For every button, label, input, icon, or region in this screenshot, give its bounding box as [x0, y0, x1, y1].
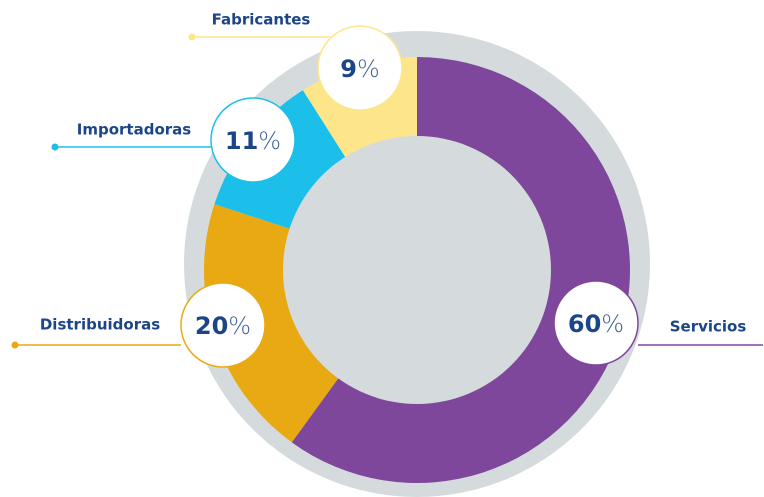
value-label: 11%: [225, 127, 281, 155]
category-label: Servicios: [670, 318, 747, 336]
leader-dot: [188, 33, 196, 41]
category-label: Distribuidoras: [40, 316, 160, 334]
value-bubble: [210, 97, 296, 183]
value-label: 20%: [195, 312, 251, 340]
labels: 60% Servicios 20% Distribuidoras 11% Importad…: [11, 11, 763, 368]
value-bubble: [180, 282, 266, 368]
leader-dot: [51, 143, 59, 151]
leader-dot: [11, 341, 19, 349]
category-label: Importadoras: [77, 121, 192, 139]
category-label: Fabricantes: [212, 11, 311, 29]
value-label: 60%: [568, 310, 624, 338]
value-label: 9%: [340, 55, 380, 83]
donut-hole: [283, 136, 551, 404]
value-bubble: [553, 280, 639, 366]
value-bubble: [317, 25, 403, 111]
